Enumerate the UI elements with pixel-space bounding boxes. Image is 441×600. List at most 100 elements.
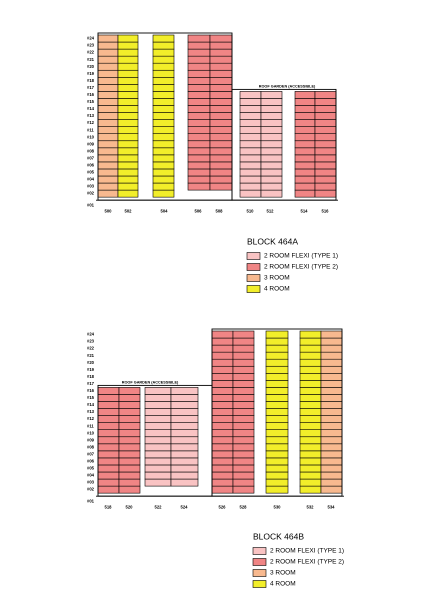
unit-cell: [314, 119, 337, 127]
unit-cell: [294, 105, 316, 113]
unit-cell: [265, 485, 289, 494]
unit-cell: [265, 478, 289, 487]
unit-cell: [209, 41, 233, 50]
unit-cell: [187, 98, 211, 106]
unit-cell: [232, 443, 255, 452]
unit-cell: [187, 168, 211, 177]
unit-cell: [97, 471, 120, 480]
unit-cell: [209, 175, 233, 184]
unit-cell: [97, 189, 119, 198]
unit-cell: [97, 55, 119, 64]
unit-cell: [232, 365, 255, 374]
unit-cell: [152, 69, 175, 78]
floor-label: #11: [87, 423, 94, 428]
unit-cell: [239, 189, 262, 198]
unit-cell: [299, 436, 322, 445]
unit-cell: [320, 415, 343, 423]
floor-label: #17: [87, 381, 95, 386]
unit-cell: [265, 429, 289, 438]
unit-cell: [144, 464, 172, 473]
unit-cell: [144, 422, 172, 430]
unit-cell: [187, 175, 211, 184]
unit-cell: [117, 98, 139, 106]
unit-label: 534: [328, 504, 336, 509]
unit-cell: [187, 154, 211, 163]
unit-cell: [265, 415, 289, 423]
block-title: BLOCK 464B: [253, 531, 304, 541]
unit-cell: [232, 429, 255, 438]
unit-cell: [117, 133, 139, 142]
unit-cell: [265, 457, 289, 466]
unit-cell: [211, 457, 234, 466]
unit-cell: [117, 55, 139, 64]
unit-cell: [299, 450, 322, 459]
unit-cell: [97, 126, 119, 135]
unit-cell: [232, 394, 255, 402]
unit-cell: [97, 91, 119, 99]
unit-cell: [117, 91, 139, 99]
unit-cell: [260, 133, 283, 142]
unit-cell: [211, 337, 234, 346]
unit-cell: [209, 84, 233, 92]
floor-label: #06: [87, 459, 95, 464]
unit-cell: [211, 436, 234, 445]
legend-swatch: [246, 285, 261, 293]
unit-cell: [320, 408, 343, 416]
legend-label: 2 ROOM FLEXI (TYPE 2): [264, 264, 338, 271]
unit-cell: [239, 112, 262, 120]
unit-cell: [118, 450, 141, 459]
unit-cell: [117, 77, 139, 85]
unit-cell: [260, 98, 283, 106]
unit-cell: [239, 91, 262, 99]
unit-cell: [299, 464, 322, 473]
unit-cell: [170, 478, 199, 487]
unit-cell: [187, 126, 211, 135]
unit-cell: [211, 478, 234, 487]
unit-cell: [152, 91, 175, 99]
unit-cell: [239, 147, 262, 156]
floor-label: #12: [87, 120, 95, 125]
unit-cell: [299, 457, 322, 466]
unit-cell: [170, 429, 199, 438]
unit-cell: [97, 147, 119, 156]
unit-cell: [170, 394, 199, 402]
unit-cell: [211, 415, 234, 423]
unit-cell: [209, 168, 233, 177]
unit-label: 530: [274, 504, 282, 509]
unit-cell: [97, 112, 119, 120]
unit-cell: [117, 105, 139, 113]
unit-cell: [170, 443, 199, 452]
unit-cell: [299, 429, 322, 438]
floor-label: #07: [87, 155, 95, 160]
unit-cell: [260, 126, 283, 135]
unit-cell: [187, 69, 211, 78]
unit-cell: [209, 91, 233, 99]
unit-cell: [152, 112, 175, 120]
legend-swatch: [252, 580, 267, 588]
floor-label: #18: [87, 374, 95, 379]
unit-cell: [294, 112, 316, 120]
unit-cell: [265, 394, 289, 402]
unit-cell: [265, 330, 289, 339]
unit-cell: [97, 69, 119, 78]
floor-label: #21: [87, 57, 95, 62]
legend-swatch: [246, 274, 261, 282]
floor-label: #10: [87, 134, 95, 139]
floor-label: #23: [87, 339, 95, 344]
unit-cell: [97, 133, 119, 142]
unit-cell: [97, 443, 120, 452]
unit-cell: [117, 48, 139, 57]
unit-cell: [265, 380, 289, 388]
unit-cell: [299, 380, 322, 388]
unit-cell: [314, 147, 337, 156]
unit-cell: [97, 98, 119, 106]
unit-cell: [209, 48, 233, 57]
unit-cell: [294, 147, 316, 156]
unit-cell: [260, 175, 283, 184]
unit-cell: [152, 133, 175, 142]
unit-cell: [320, 380, 343, 388]
legend-label: 2 ROOM FLEXI (TYPE 1): [264, 253, 338, 260]
floor-label: #20: [87, 360, 95, 365]
unit-cell: [97, 175, 119, 184]
